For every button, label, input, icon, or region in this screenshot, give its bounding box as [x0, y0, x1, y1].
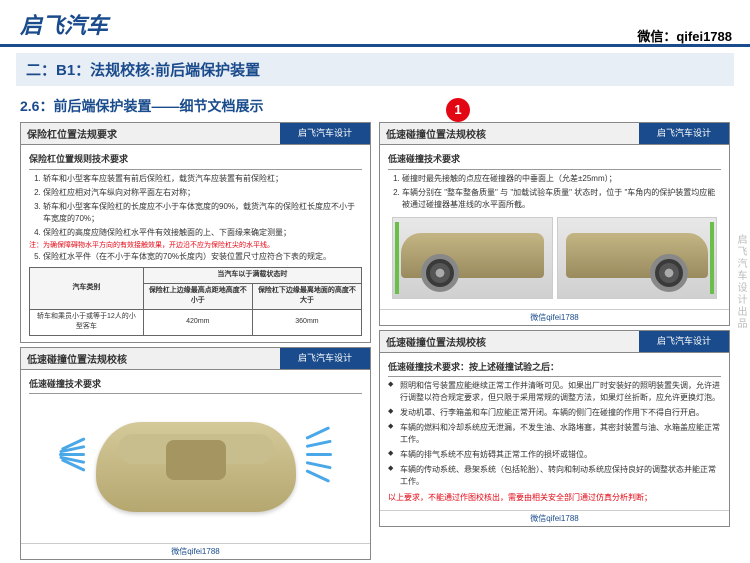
- sensor-rays-right-icon: [306, 432, 332, 502]
- car-side-views: [388, 213, 721, 303]
- sub-header: 低速碰撞技术要求: [29, 376, 362, 395]
- panel-bottom-right: 低速碰撞位置法规校核启飞汽车设计 低速碰撞技术要求：按上述碰撞试验之后： 照明和…: [379, 330, 730, 528]
- car-side-rear-icon: [392, 217, 553, 299]
- th: 保险杠上边缘最高点距地高度不小于: [143, 283, 252, 309]
- panel-top-right: 低速碰撞位置法规校核启飞汽车设计 低速碰撞技术要求 碰撞时最先接触的点应在碰撞器…: [379, 122, 730, 326]
- panel-brand: 启飞汽车设计: [639, 123, 729, 144]
- wechat-label: 微信：qifei1788: [637, 26, 732, 45]
- panel-bottom-left: 低速碰撞位置法规校核启飞汽车设计 低速碰撞技术要求 微信qifei1788: [20, 347, 371, 561]
- car-shape-icon: [96, 422, 296, 512]
- wheel-icon: [421, 254, 459, 292]
- td: 360mm: [252, 309, 361, 335]
- sub-header: 低速碰撞技术要求: [388, 151, 721, 170]
- th: 当汽车以于满载状态时: [143, 268, 361, 284]
- spec-table: 汽车类别当汽车以于满载状态时 保险杠上边缘最高点距地高度不小于保险杠下边缘最离地…: [29, 267, 362, 336]
- th: 保险杠下边缘最离地面的高度不大于: [252, 283, 361, 309]
- warning-text: 以上要求，不能通过作图校核出，需要由相关安全部门通过仿真分析判断；: [388, 492, 721, 504]
- panel-footer: 微信qifei1788: [380, 510, 729, 526]
- car-side-front-icon: [557, 217, 718, 299]
- th: 汽车类别: [30, 268, 144, 310]
- req-item: 碰撞时最先接触的点应在碰撞器的中垂面上（允差±25mm）；: [402, 173, 721, 185]
- panel-top-left: 保险杠位置法规要求启飞汽车设计 保险杠位置规则技术要求 轿车和小型客车应装置有前…: [20, 122, 371, 343]
- panel-brand: 启飞汽车设计: [280, 348, 370, 369]
- panel-hdr: 低速碰撞位置法规校核: [21, 348, 280, 369]
- sub-header: 保险杠位置规则技术要求: [29, 151, 362, 170]
- req-item: 车辆的传动系统、悬架系统（包括轮胎）、转向和制动系统应保持良好的调整状态并能正常…: [388, 464, 721, 488]
- req-item: 轿车和小型客车保险杠的长度应不小于车体宽度的90%，载货汽车的保险杠长度应不小于…: [43, 201, 362, 225]
- req-item: 车辆的燃料和冷却系统应无泄漏，不发生油、水路堵塞，其密封装置与油、水箱盖应能正常…: [388, 422, 721, 446]
- side-watermark: 启飞汽车设计出品: [733, 234, 748, 330]
- sub-header: 低速碰撞技术要求：按上述碰撞试验之后：: [388, 359, 721, 378]
- panel-hdr: 保险杠位置法规要求: [21, 123, 280, 144]
- req-item: 发动机罩、行李箱盖和车门应能正常开闭。车辆的侧门在碰撞的作用下不得自行开启。: [388, 407, 721, 419]
- wheel-icon: [650, 254, 688, 292]
- req-item: 保险杠的高度应随保险杠水平件有效接触面的上、下面缘来确定测量；: [43, 227, 362, 239]
- panel-brand: 启飞汽车设计: [639, 331, 729, 352]
- sensor-rays-left-icon: [59, 432, 85, 502]
- note-text: 注：为确保障碍物水平方向的有效接触效果，开边沿不应为保险杠尖的水平线。: [29, 241, 362, 252]
- req-item: 轿车和小型客车应装置有前后保险杠，载货汽车应装置有前保险杠；: [43, 173, 362, 185]
- req-item: 车辆的排气系统不应有妨碍其正常工作的损坏或错位。: [388, 449, 721, 461]
- panel-brand: 启飞汽车设计: [280, 123, 370, 144]
- car-top-view: [29, 397, 362, 537]
- td: 轿车和乘员小于或等于12人的小型客车: [30, 309, 144, 335]
- req-item: 保险杠水平件（在不小于车体宽的70%长度内）安装位置尺寸应符合下表的规定。: [43, 251, 362, 263]
- subtitle: 2.6：前后端保护装置——细节文档展示: [20, 96, 730, 116]
- td: 420mm: [143, 309, 252, 335]
- req-item: 车辆分别在 "整车整备质量" 与 "加载试验车质量" 状态时，位于 "车角内的保…: [402, 187, 721, 211]
- req-item: 照明和信号装置应能继续正常工作并清晰可见。如果出厂时安装好的照明装置失调，允许进…: [388, 380, 721, 404]
- badge-1: 1: [446, 98, 470, 122]
- logo: 启飞汽车: [20, 8, 730, 40]
- panel-hdr: 低速碰撞位置法规校核: [380, 123, 639, 144]
- panel-footer: 微信qifei1788: [21, 543, 370, 559]
- marker-icon: [395, 222, 399, 294]
- marker-icon: [710, 222, 714, 294]
- panel-footer: 微信qifei1788: [380, 309, 729, 325]
- panel-hdr: 低速碰撞位置法规校核: [380, 331, 639, 352]
- req-item: 保险杠应相对汽车纵向对称平面左右对称；: [43, 187, 362, 199]
- title-bar: 二：B1：法规校核:前后端保护装置: [16, 53, 734, 86]
